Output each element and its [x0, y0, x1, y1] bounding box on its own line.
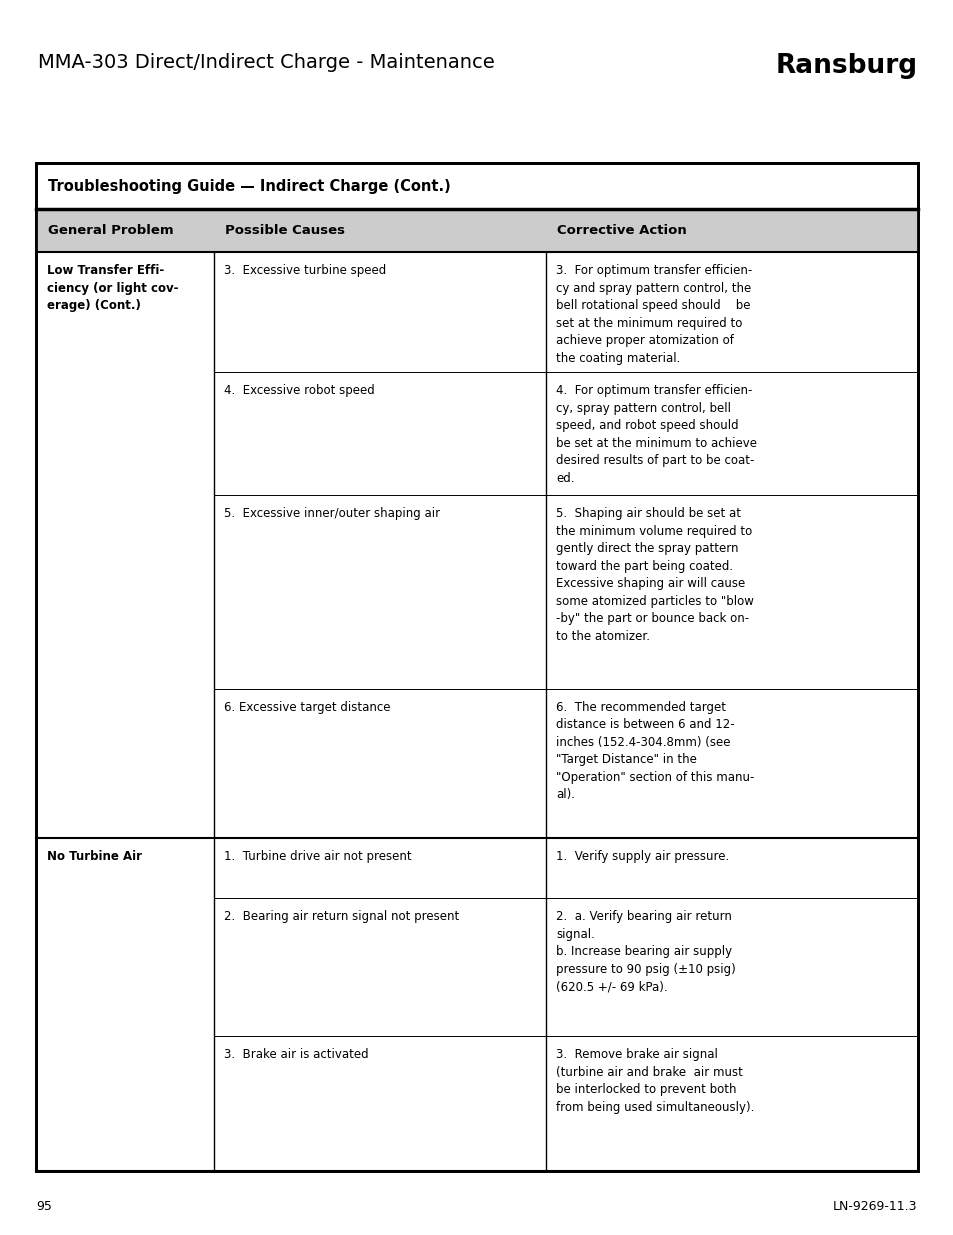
Text: 1.  Turbine drive air not present: 1. Turbine drive air not present: [224, 851, 412, 863]
Text: MMA-303 Direct/Indirect Charge - Maintenance: MMA-303 Direct/Indirect Charge - Mainten…: [38, 53, 495, 72]
Text: Troubleshooting Guide — Indirect Charge (Cont.): Troubleshooting Guide — Indirect Charge …: [48, 179, 450, 194]
Text: 3.  For optimum transfer efficien-
cy and spray pattern control, the
bell rotati: 3. For optimum transfer efficien- cy and…: [556, 264, 752, 364]
Text: Low Transfer Effi-
ciency (or light cov-
erage) (Cont.): Low Transfer Effi- ciency (or light cov-…: [47, 264, 178, 312]
Text: 4.  For optimum transfer efficien-
cy, spray pattern control, bell
speed, and ro: 4. For optimum transfer efficien- cy, sp…: [556, 384, 757, 485]
Text: 6.  The recommended target
distance is between 6 and 12-
inches (152.4-304.8mm) : 6. The recommended target distance is be…: [556, 701, 754, 802]
Text: Ransburg: Ransburg: [775, 53, 917, 79]
Text: 2.  a. Verify bearing air return
signal.
b. Increase bearing air supply
pressure: 2. a. Verify bearing air return signal. …: [556, 910, 735, 993]
Text: 95: 95: [36, 1199, 52, 1213]
Text: Possible Causes: Possible Causes: [225, 224, 345, 237]
Text: No Turbine Air: No Turbine Air: [47, 851, 142, 863]
Text: 3.  Brake air is activated: 3. Brake air is activated: [224, 1049, 369, 1061]
Text: 6. Excessive target distance: 6. Excessive target distance: [224, 701, 391, 714]
Text: 3.  Remove brake air signal
(turbine air and brake  air must
be interlocked to p: 3. Remove brake air signal (turbine air …: [556, 1049, 754, 1114]
Text: Corrective Action: Corrective Action: [557, 224, 686, 237]
Text: 1.  Verify supply air pressure.: 1. Verify supply air pressure.: [556, 851, 729, 863]
Bar: [36, 163, 917, 1171]
Text: General Problem: General Problem: [48, 224, 173, 237]
Text: 3.  Excessive turbine speed: 3. Excessive turbine speed: [224, 264, 386, 277]
Text: 5.  Excessive inner/outer shaping air: 5. Excessive inner/outer shaping air: [224, 508, 440, 520]
Text: 2.  Bearing air return signal not present: 2. Bearing air return signal not present: [224, 910, 459, 924]
Text: 4.  Excessive robot speed: 4. Excessive robot speed: [224, 384, 375, 398]
Text: LN-9269-11.3: LN-9269-11.3: [832, 1199, 917, 1213]
Bar: [36, 210, 917, 252]
Bar: [36, 163, 917, 1171]
Text: 5.  Shaping air should be set at
the minimum volume required to
gently direct th: 5. Shaping air should be set at the mini…: [556, 508, 753, 643]
